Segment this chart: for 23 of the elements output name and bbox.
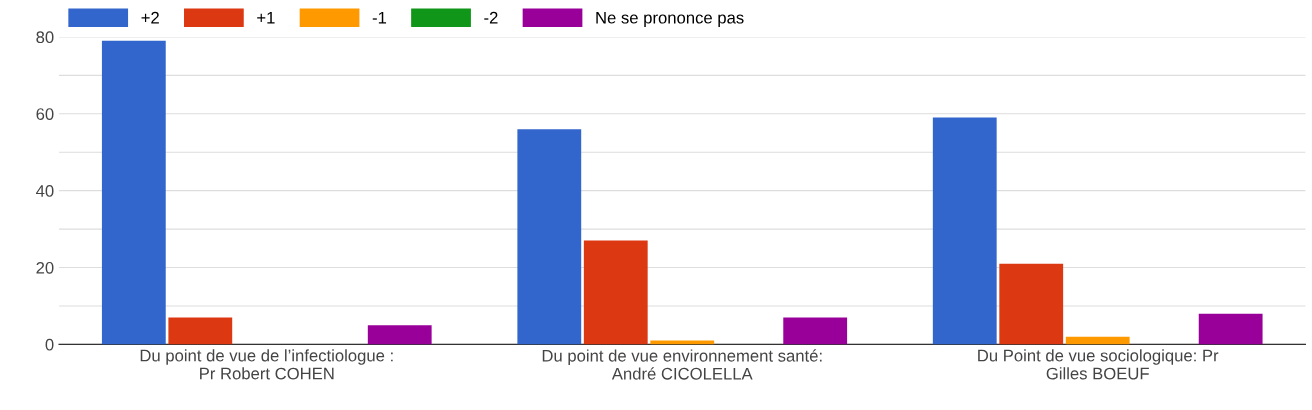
bar — [101, 40, 166, 345]
y-tick-label: 20 — [36, 261, 54, 274]
y-tick-label: 60 — [36, 108, 54, 120]
legend-label: +1 — [257, 11, 275, 24]
legend-label: Ne se prononce pas — [596, 11, 744, 27]
legend-label: +2 — [141, 11, 159, 24]
bar — [367, 325, 432, 345]
y-tick-label: 0 — [45, 338, 54, 351]
legend-label: -1 — [372, 11, 387, 24]
x-tick-label: Du point de vue environnement santé: André CICOLELLA — [542, 349, 822, 380]
bar — [932, 117, 997, 345]
y-tick-label: 40 — [36, 185, 54, 197]
x-tick-label: Du point de vue de l’infectiologue : Pr Robert COHEN — [140, 349, 393, 380]
bar — [999, 263, 1064, 345]
bar — [1198, 313, 1263, 345]
bar — [783, 317, 848, 345]
bar — [1065, 336, 1130, 345]
legend-label: -2 — [484, 11, 498, 24]
bar — [168, 317, 233, 345]
x-tick-label: Du Point de vue sociologique: Pr Gilles BOEUF — [978, 349, 1219, 380]
bar — [517, 129, 582, 345]
y-tick-label: 80 — [36, 31, 54, 44]
bar — [583, 240, 648, 345]
